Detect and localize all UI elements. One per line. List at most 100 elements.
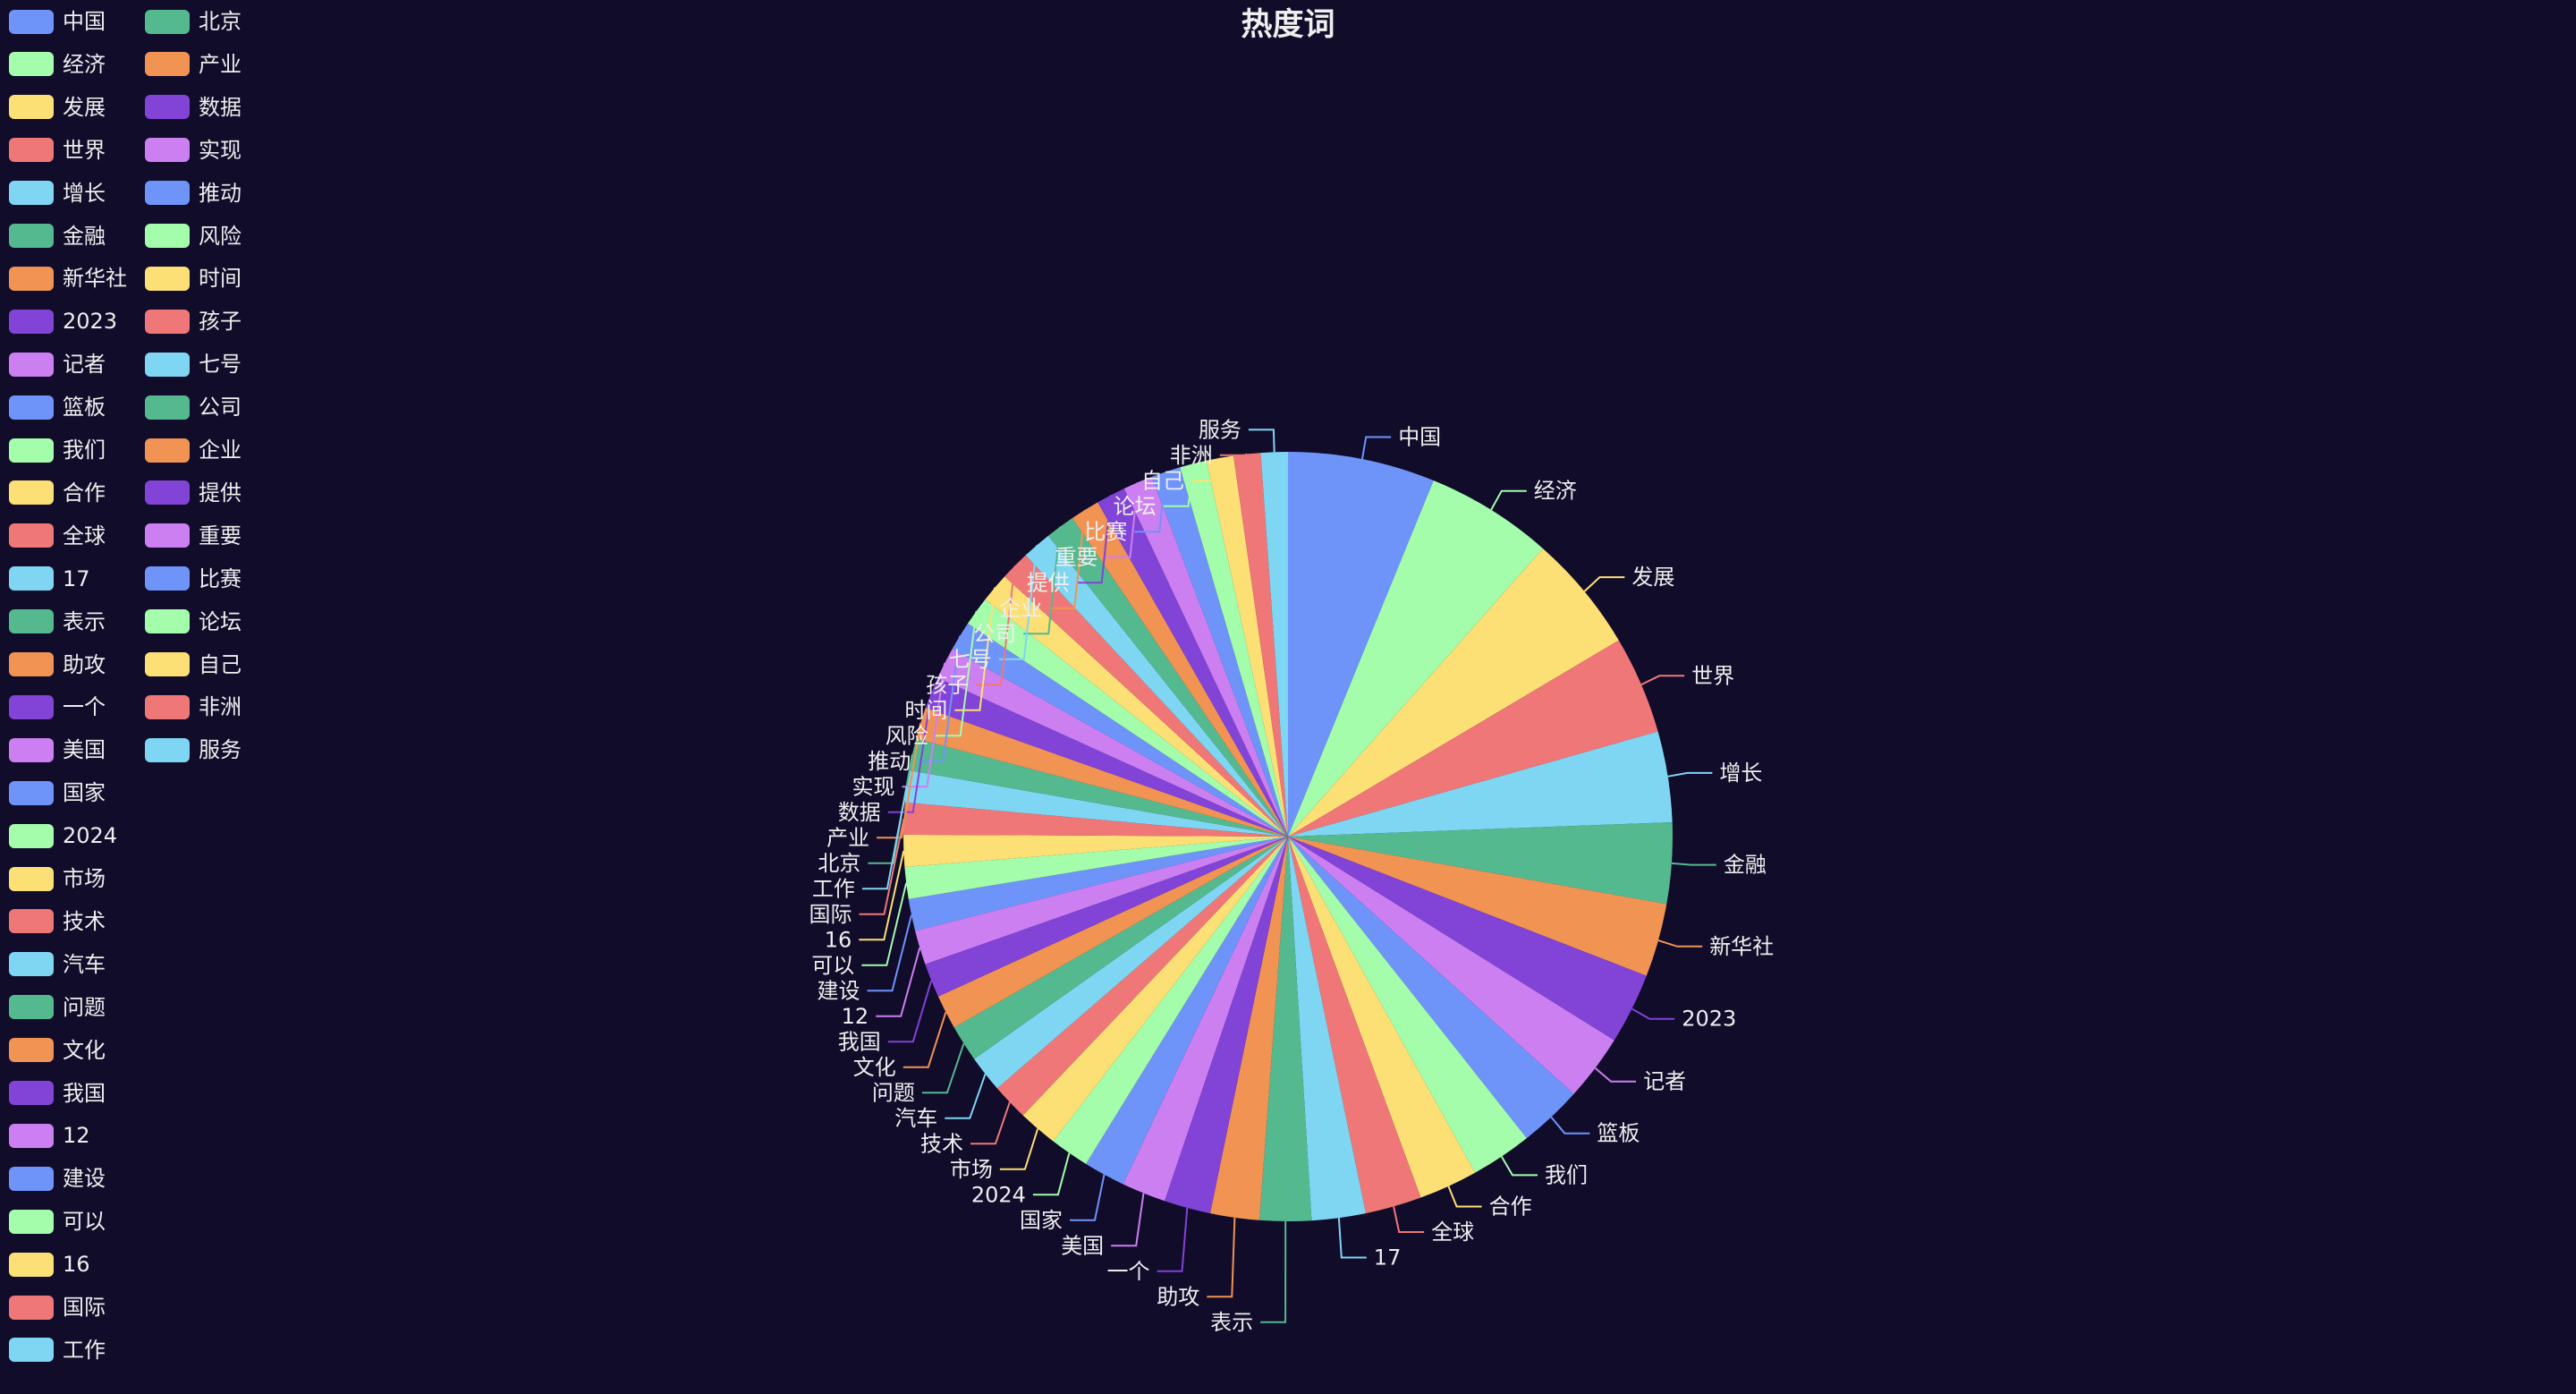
pie-slice[interactable]	[1288, 822, 1673, 905]
pie-slice[interactable]	[937, 649, 1288, 837]
legend-item[interactable]: 孩子	[145, 305, 242, 337]
pie-slice[interactable]	[915, 837, 1288, 965]
legend-item[interactable]: 自己	[145, 649, 242, 681]
legend-item[interactable]: 表示	[9, 606, 106, 638]
pie-slice[interactable]	[1209, 837, 1288, 1220]
legend-item[interactable]: 记者	[9, 348, 106, 380]
pie-slice[interactable]	[1123, 476, 1288, 837]
legend-item[interactable]: 公司	[145, 391, 242, 423]
legend-item[interactable]: 篮板	[9, 391, 106, 423]
pie-slice[interactable]	[1288, 837, 1476, 1198]
pie-slice[interactable]	[1288, 548, 1619, 837]
legend-item[interactable]: 比赛	[145, 563, 242, 595]
legend-item[interactable]: 我国	[9, 1077, 106, 1109]
pie-slice[interactable]	[952, 623, 1288, 837]
pie-slice[interactable]	[1004, 555, 1288, 837]
legend-item[interactable]: 重要	[145, 520, 242, 552]
pie-slice[interactable]	[903, 834, 1288, 868]
pie-slice[interactable]	[968, 599, 1288, 837]
pie-slice[interactable]	[1151, 467, 1288, 837]
legend-item[interactable]: 风险	[145, 220, 242, 252]
legend-item[interactable]: 我们	[9, 434, 106, 466]
pie-slice[interactable]	[1180, 460, 1288, 837]
legend-item[interactable]: 中国	[9, 5, 106, 38]
pie-slice[interactable]	[904, 837, 1288, 899]
legend-item[interactable]: 17	[9, 563, 90, 595]
legend-item[interactable]: 国家	[9, 777, 106, 809]
legend-item[interactable]: 16	[9, 1248, 90, 1280]
pie-slice[interactable]	[1097, 488, 1288, 837]
pie-slice[interactable]	[953, 837, 1288, 1059]
pie-slice[interactable]	[1288, 837, 1574, 1139]
legend-item[interactable]: 市场	[9, 863, 106, 895]
pie-slice[interactable]	[925, 677, 1288, 837]
pie-slice[interactable]	[1288, 837, 1614, 1094]
legend-item[interactable]: 2024	[9, 820, 117, 852]
pie-slice[interactable]	[985, 576, 1288, 837]
legend-item[interactable]: 实现	[145, 134, 242, 166]
pie-slice[interactable]	[1072, 502, 1288, 837]
pie-slice[interactable]	[1206, 455, 1288, 837]
pie-slice[interactable]	[1288, 480, 1544, 837]
legend-item[interactable]: 经济	[9, 48, 106, 81]
legend-item[interactable]: 推动	[145, 177, 242, 209]
legend-item[interactable]: 服务	[145, 734, 242, 766]
pie-slice[interactable]	[1123, 837, 1288, 1202]
pie-slice[interactable]	[996, 837, 1288, 1116]
pie-slice[interactable]	[1288, 452, 1434, 837]
legend-item[interactable]: 工作	[9, 1334, 106, 1366]
pie-slice[interactable]	[1288, 837, 1647, 1041]
legend-item[interactable]: 问题	[9, 991, 106, 1024]
legend-item[interactable]: 一个	[9, 691, 106, 723]
pie-slice[interactable]	[1288, 837, 1527, 1173]
legend-item[interactable]: 提供	[145, 477, 242, 509]
pie-slice[interactable]	[1022, 837, 1288, 1142]
pie-slice[interactable]	[1260, 452, 1288, 837]
legend-item[interactable]: 金融	[9, 220, 106, 252]
legend-item[interactable]: 发展	[9, 91, 106, 123]
legend-item[interactable]: 技术	[9, 905, 106, 938]
pie-slice[interactable]	[1288, 837, 1421, 1214]
pie-slice[interactable]	[908, 837, 1288, 931]
pie-slice[interactable]	[1164, 837, 1288, 1214]
legend-item[interactable]: 七号	[145, 348, 242, 380]
pie-slice[interactable]	[974, 837, 1288, 1089]
pie-slice[interactable]	[1053, 837, 1288, 1164]
legend-item[interactable]: 国际	[9, 1291, 106, 1323]
legend-item[interactable]: 文化	[9, 1034, 106, 1067]
legend-item[interactable]: 合作	[9, 477, 106, 509]
pie-slice[interactable]	[1259, 837, 1312, 1222]
pie-slice[interactable]	[1288, 837, 1367, 1221]
legend-item[interactable]: 汽车	[9, 948, 106, 981]
legend-item[interactable]: 增长	[9, 177, 106, 209]
legend-item[interactable]: 建设	[9, 1162, 106, 1194]
legend-item[interactable]: 北京	[145, 5, 242, 38]
pie-slice[interactable]	[937, 837, 1288, 1028]
legend-item[interactable]: 产业	[145, 48, 242, 81]
legend-item[interactable]: 可以	[9, 1205, 106, 1237]
pie-slice[interactable]	[1288, 640, 1658, 837]
legend-item[interactable]: 全球	[9, 520, 106, 552]
legend-item[interactable]: 论坛	[145, 606, 242, 638]
pie-slice[interactable]	[909, 738, 1288, 837]
legend-item[interactable]: 助攻	[9, 649, 106, 681]
legend-item[interactable]: 美国	[9, 734, 106, 766]
legend-item[interactable]: 数据	[145, 91, 242, 123]
legend-item[interactable]: 时间	[145, 262, 242, 294]
pie-slice[interactable]	[1288, 731, 1673, 837]
legend-item[interactable]: 企业	[145, 434, 242, 466]
legend-item[interactable]: 非洲	[145, 691, 242, 723]
legend-item[interactable]: 新华社	[9, 262, 127, 294]
pie-slice[interactable]	[1025, 535, 1288, 837]
legend-item[interactable]: 2023	[9, 305, 117, 337]
pie-slice[interactable]	[916, 708, 1288, 837]
pie-slice[interactable]	[925, 837, 1288, 997]
pie-slice[interactable]	[903, 802, 1288, 837]
pie-slice[interactable]	[1288, 837, 1667, 976]
pie-slice[interactable]	[904, 769, 1288, 837]
pie-slice[interactable]	[1047, 517, 1288, 837]
legend-item[interactable]: 12	[9, 1119, 90, 1152]
legend-item[interactable]: 世界	[9, 134, 106, 166]
pie-slice[interactable]	[1086, 837, 1288, 1185]
pie-slice[interactable]	[1233, 453, 1288, 837]
